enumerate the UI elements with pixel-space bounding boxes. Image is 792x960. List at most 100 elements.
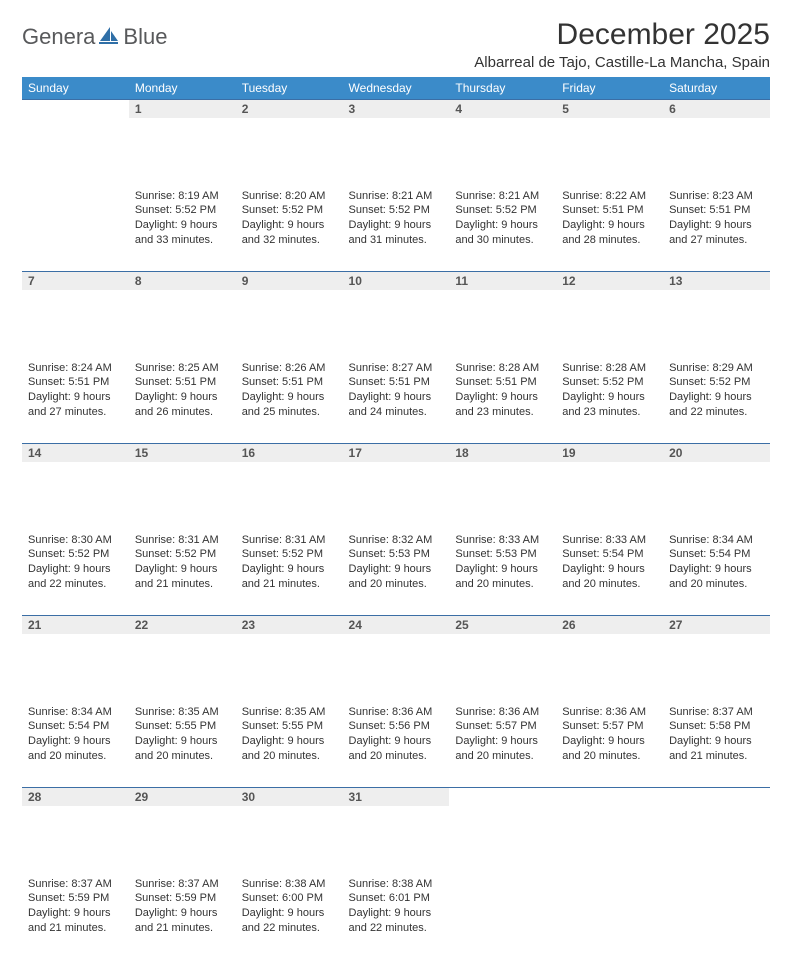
sunset-value: 5:51 PM xyxy=(175,376,216,388)
sunrise-value: 8:33 AM xyxy=(499,534,539,546)
day-details: Sunrise: 8:32 AMSunset: 5:53 PMDaylight:… xyxy=(343,530,450,598)
sunset-value: 5:57 PM xyxy=(496,720,537,732)
daylight-line: Daylight: 9 hours and 21 minutes. xyxy=(135,562,230,592)
day-header: Wednesday xyxy=(343,77,450,100)
day-number-cell: 22 xyxy=(129,616,236,702)
day-number-cell: 8 xyxy=(129,272,236,358)
daylight-label: Daylight: xyxy=(562,735,608,747)
day-cell: Sunrise: 8:34 AMSunset: 5:54 PMDaylight:… xyxy=(663,530,770,616)
sunrise-line: Sunrise: 8:31 AM xyxy=(135,533,230,548)
day-number-cell: 31 xyxy=(343,788,450,874)
daylight-line: Daylight: 9 hours and 30 minutes. xyxy=(455,218,550,248)
sunrise-line: Sunrise: 8:34 AM xyxy=(669,533,764,548)
daylight-label: Daylight: xyxy=(455,563,501,575)
sunrise-value: 8:24 AM xyxy=(71,362,111,374)
sunset-line: Sunset: 5:57 PM xyxy=(455,719,550,734)
sunset-label: Sunset: xyxy=(28,548,68,560)
sunrise-label: Sunrise: xyxy=(669,362,712,374)
daylight-label: Daylight: xyxy=(242,907,288,919)
day-cell: Sunrise: 8:35 AMSunset: 5:55 PMDaylight:… xyxy=(236,702,343,788)
day-header: Sunday xyxy=(22,77,129,100)
sunset-value: 5:53 PM xyxy=(496,548,537,560)
sunrise-label: Sunrise: xyxy=(242,878,285,890)
sail-icon xyxy=(98,25,120,50)
sunset-value: 5:52 PM xyxy=(282,548,323,560)
sunrise-label: Sunrise: xyxy=(242,190,285,202)
sunset-label: Sunset: xyxy=(455,376,495,388)
daylight-line: Daylight: 9 hours and 33 minutes. xyxy=(135,218,230,248)
day-number: 1 xyxy=(129,100,236,118)
daylight-label: Daylight: xyxy=(28,391,74,403)
day-number: 9 xyxy=(236,272,343,290)
sunset-line: Sunset: 5:56 PM xyxy=(349,719,444,734)
daylight-line: Daylight: 9 hours and 22 minutes. xyxy=(349,906,444,936)
day-cell: Sunrise: 8:23 AMSunset: 5:51 PMDaylight:… xyxy=(663,186,770,272)
day-number-cell: 14 xyxy=(22,444,129,530)
day-number-cell: 23 xyxy=(236,616,343,702)
day-number-cell: 24 xyxy=(343,616,450,702)
daylight-line: Daylight: 9 hours and 32 minutes. xyxy=(242,218,337,248)
day-number-cell: 26 xyxy=(556,616,663,702)
sunset-line: Sunset: 5:52 PM xyxy=(455,203,550,218)
day-number-cell: 17 xyxy=(343,444,450,530)
header-bar: Genera Blue December 2025 Albarreal de T… xyxy=(22,18,770,71)
sunset-line: Sunset: 5:53 PM xyxy=(455,547,550,562)
sunrise-label: Sunrise: xyxy=(135,362,178,374)
day-number-cell: 20 xyxy=(663,444,770,530)
day-details: Sunrise: 8:23 AMSunset: 5:51 PMDaylight:… xyxy=(663,186,770,254)
day-details: Sunrise: 8:31 AMSunset: 5:52 PMDaylight:… xyxy=(236,530,343,598)
day-number: 12 xyxy=(556,272,663,290)
sunrise-value: 8:32 AM xyxy=(392,534,432,546)
day-details: Sunrise: 8:24 AMSunset: 5:51 PMDaylight:… xyxy=(22,358,129,426)
sunset-line: Sunset: 5:51 PM xyxy=(242,375,337,390)
day-cell: Sunrise: 8:24 AMSunset: 5:51 PMDaylight:… xyxy=(22,358,129,444)
sunrise-value: 8:38 AM xyxy=(285,878,325,890)
sunrise-value: 8:34 AM xyxy=(712,534,752,546)
sunrise-line: Sunrise: 8:32 AM xyxy=(349,533,444,548)
sunrise-label: Sunrise: xyxy=(455,706,498,718)
sunset-value: 5:52 PM xyxy=(389,204,430,216)
daylight-label: Daylight: xyxy=(28,563,74,575)
sunset-label: Sunset: xyxy=(349,548,389,560)
sunset-value: 5:55 PM xyxy=(282,720,323,732)
day-details: Sunrise: 8:38 AMSunset: 6:01 PMDaylight:… xyxy=(343,874,450,942)
day-number xyxy=(449,788,556,792)
sunset-line: Sunset: 5:51 PM xyxy=(28,375,123,390)
sunset-value: 5:53 PM xyxy=(389,548,430,560)
daylight-line: Daylight: 9 hours and 20 minutes. xyxy=(349,734,444,764)
day-cell xyxy=(556,874,663,960)
day-details: Sunrise: 8:36 AMSunset: 5:56 PMDaylight:… xyxy=(343,702,450,770)
daylight-label: Daylight: xyxy=(562,391,608,403)
sunrise-line: Sunrise: 8:21 AM xyxy=(455,189,550,204)
day-number-cell: 12 xyxy=(556,272,663,358)
sunrise-line: Sunrise: 8:30 AM xyxy=(28,533,123,548)
day-number: 14 xyxy=(22,444,129,462)
sunset-line: Sunset: 5:59 PM xyxy=(135,891,230,906)
sunrise-line: Sunrise: 8:35 AM xyxy=(135,705,230,720)
sunset-line: Sunset: 5:52 PM xyxy=(135,547,230,562)
sunrise-label: Sunrise: xyxy=(135,878,178,890)
daylight-line: Daylight: 9 hours and 25 minutes. xyxy=(242,390,337,420)
sunset-value: 5:52 PM xyxy=(709,376,750,388)
day-details: Sunrise: 8:30 AMSunset: 5:52 PMDaylight:… xyxy=(22,530,129,598)
daylight-line: Daylight: 9 hours and 20 minutes. xyxy=(669,562,764,592)
daylight-line: Daylight: 9 hours and 20 minutes. xyxy=(242,734,337,764)
sunset-value: 5:55 PM xyxy=(175,720,216,732)
day-number-cell: 18 xyxy=(449,444,556,530)
day-number-cell xyxy=(22,100,129,186)
daylight-line: Daylight: 9 hours and 27 minutes. xyxy=(28,390,123,420)
sunrise-value: 8:27 AM xyxy=(392,362,432,374)
sunset-label: Sunset: xyxy=(242,204,282,216)
sunset-line: Sunset: 6:00 PM xyxy=(242,891,337,906)
week-daynum-row: 123456 xyxy=(22,100,770,186)
daylight-label: Daylight: xyxy=(135,907,181,919)
day-details: Sunrise: 8:27 AMSunset: 5:51 PMDaylight:… xyxy=(343,358,450,426)
day-number-cell: 10 xyxy=(343,272,450,358)
sunrise-label: Sunrise: xyxy=(455,362,498,374)
day-header: Thursday xyxy=(449,77,556,100)
week-body-row: Sunrise: 8:19 AMSunset: 5:52 PMDaylight:… xyxy=(22,186,770,272)
sunrise-label: Sunrise: xyxy=(28,706,71,718)
sunset-line: Sunset: 5:54 PM xyxy=(28,719,123,734)
day-number-cell xyxy=(663,788,770,874)
sunset-label: Sunset: xyxy=(669,720,709,732)
